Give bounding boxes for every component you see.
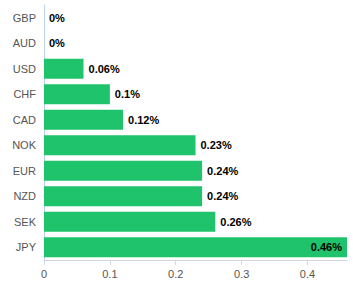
svg-text:0%: 0% <box>49 37 65 49</box>
svg-text:0.1%: 0.1% <box>115 88 140 100</box>
svg-text:AUD: AUD <box>13 37 36 49</box>
svg-text:NOK: NOK <box>12 139 37 151</box>
svg-text:CAD: CAD <box>13 114 36 126</box>
svg-text:0.26%: 0.26% <box>220 216 251 228</box>
svg-text:0.2: 0.2 <box>168 268 183 280</box>
svg-text:0.06%: 0.06% <box>89 63 120 75</box>
svg-text:0.46%: 0.46% <box>311 241 342 253</box>
svg-text:0.24%: 0.24% <box>207 190 238 202</box>
svg-text:SEK: SEK <box>14 216 37 228</box>
svg-text:CHF: CHF <box>13 88 36 100</box>
svg-text:0.24%: 0.24% <box>207 165 238 177</box>
svg-text:0%: 0% <box>49 12 65 24</box>
svg-text:GBP: GBP <box>13 12 36 24</box>
svg-text:NZD: NZD <box>13 190 36 202</box>
svg-text:EUR: EUR <box>13 165 36 177</box>
svg-text:0.4: 0.4 <box>300 268 315 280</box>
svg-text:0.3: 0.3 <box>234 268 249 280</box>
svg-text:USD: USD <box>13 63 36 75</box>
svg-text:0.1: 0.1 <box>102 268 117 280</box>
svg-text:JPY: JPY <box>16 241 37 253</box>
svg-text:0.12%: 0.12% <box>128 114 159 126</box>
svg-text:0.23%: 0.23% <box>201 139 232 151</box>
svg-text:0: 0 <box>41 268 47 280</box>
